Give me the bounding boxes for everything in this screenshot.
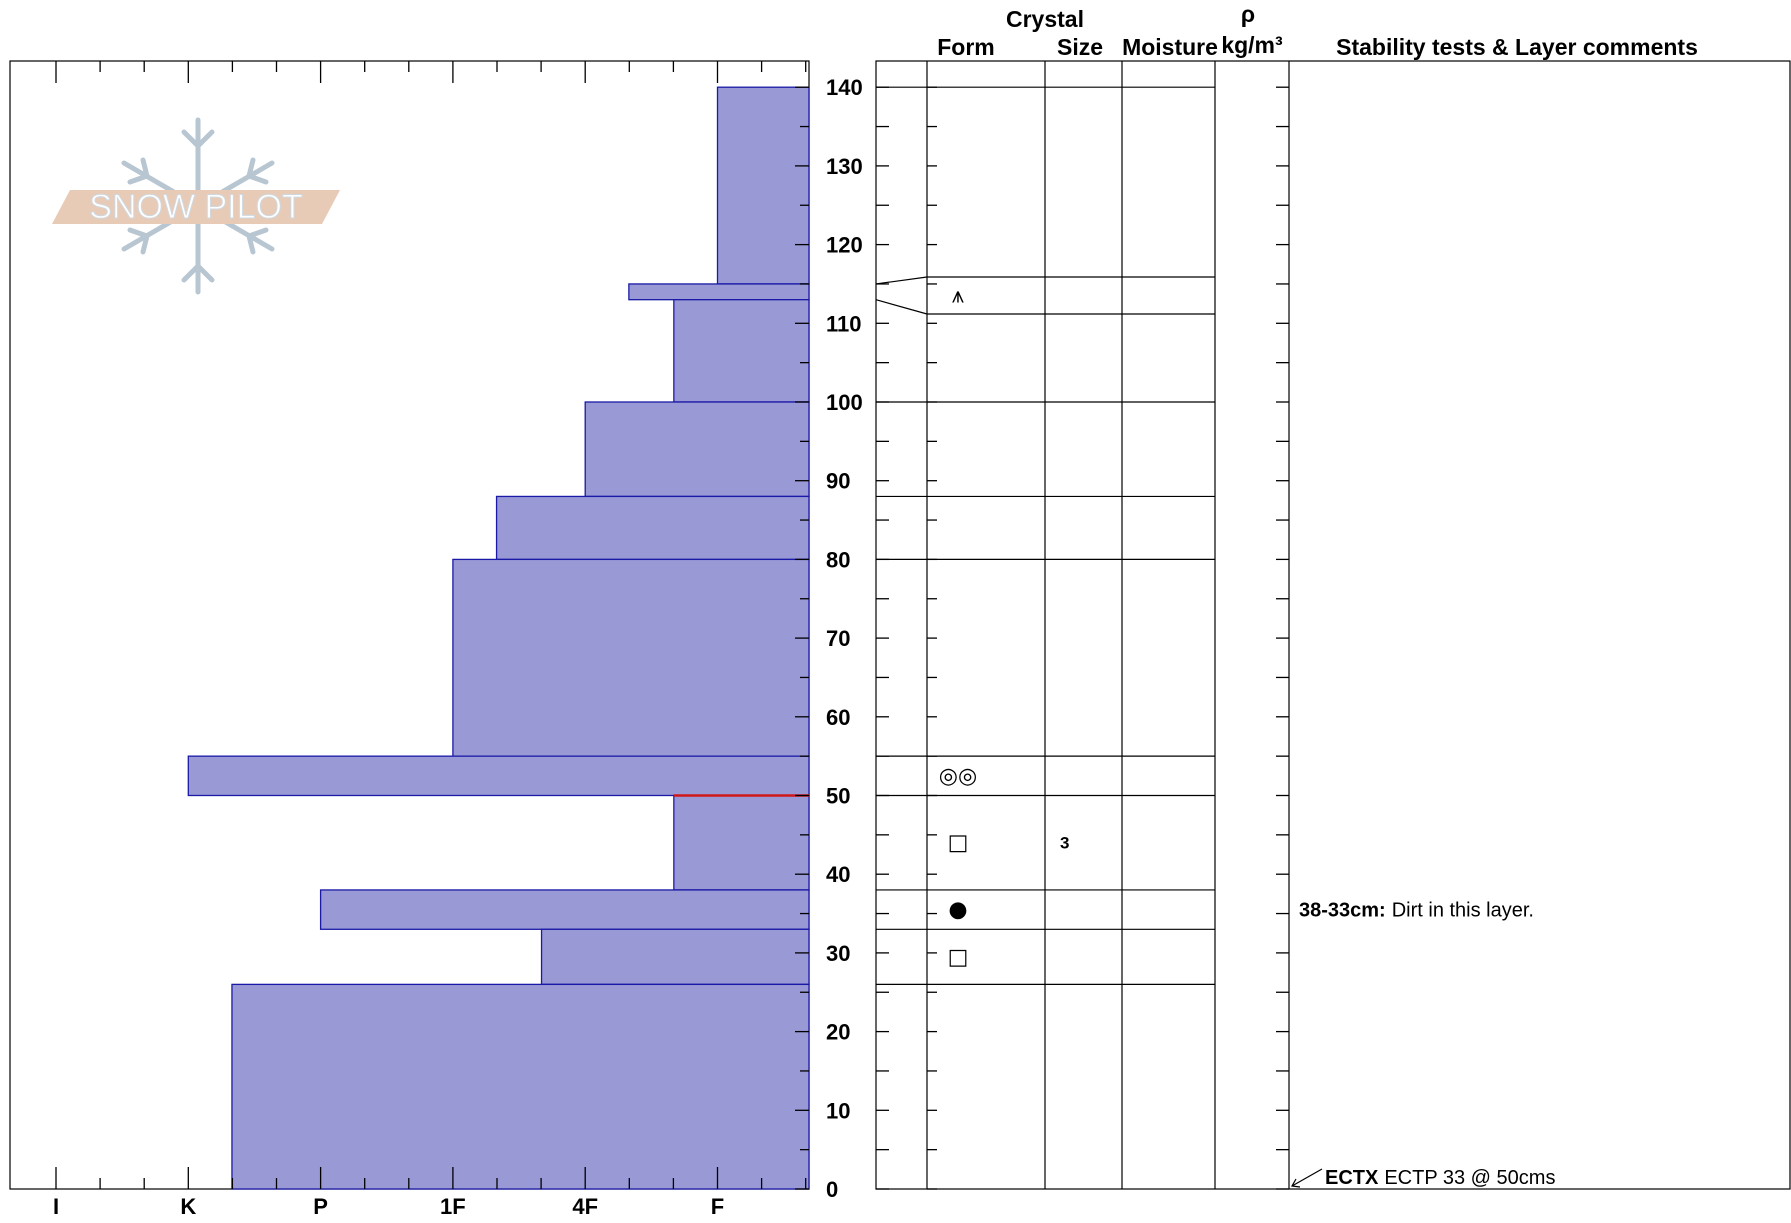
layer-grid: ⩚ ◎◎ □ 3 ● □ — [875, 86, 1215, 985]
hardness-bar — [716, 86, 810, 285]
watermark-banner — [52, 190, 340, 224]
hardness-axis-label: 1F — [440, 1194, 466, 1219]
crystal-form-symbol: ● — [948, 898, 967, 923]
layer-grid-frame — [875, 60, 1791, 1190]
layer-comment: 38-33cm: Dirt in this layer. — [1299, 900, 1534, 922]
depth-axis-label: 40 — [826, 862, 850, 887]
crystal-form-symbol: ⩚ — [952, 284, 964, 309]
depth-axis-label: 100 — [826, 390, 863, 415]
depth-axis-label: 80 — [826, 547, 850, 572]
hardness-bars — [187, 86, 810, 1190]
snowpilot-watermark: SNOW PILOT — [52, 117, 340, 295]
depth-axis-label: 130 — [826, 154, 863, 179]
layer-boundary-connector — [875, 276, 928, 285]
hardness-axis-label: K — [180, 1194, 196, 1219]
header-density-symbol: ρ — [1241, 1, 1255, 27]
comment-label: 38-33cm: — [1299, 900, 1386, 922]
hardness-bar — [584, 401, 810, 498]
arrowhead-icon — [1291, 1178, 1301, 1188]
hardness-axis-label: F — [711, 1194, 724, 1219]
grid-header: Crystal Form Size Moisture ρ kg/m³ Stabi… — [937, 1, 1698, 60]
grid-column-lines — [926, 61, 1290, 1189]
hardness-axis-labels: I K P 1F 4F F — [53, 1194, 724, 1219]
depth-axis-label: 90 — [826, 469, 850, 494]
depth-axis-label: 140 — [826, 75, 863, 100]
hardness-bar — [231, 983, 810, 1190]
comment-label: ECTX — [1325, 1167, 1379, 1189]
depth-axis-label: 20 — [826, 1020, 850, 1045]
comment-pointer-arrow — [1291, 1168, 1323, 1187]
layer-boundary-connector — [875, 299, 928, 315]
depth-axis: 0 10 20 30 40 50 60 70 80 90 100 110 120 130 140 — [795, 75, 1289, 1202]
hardness-bar — [673, 794, 810, 891]
hardness-axis-ticks — [55, 61, 807, 1189]
header-comments: Stability tests & Layer comments — [1336, 34, 1698, 60]
hardness-bar — [187, 755, 810, 797]
comment-text: Dirt in this layer. — [1392, 900, 1534, 922]
depth-axis-label: 70 — [826, 626, 850, 651]
hardness-bar — [452, 558, 810, 757]
hardness-axis-label: P — [313, 1194, 328, 1219]
hardness-bar — [319, 889, 810, 930]
depth-axis-label: 30 — [826, 941, 850, 966]
hardness-bar — [673, 299, 810, 403]
layer-comment: ECTX ECTP 33 @ 50cms — [1325, 1167, 1555, 1189]
hardness-bar — [628, 283, 810, 301]
depth-axis-label: 60 — [826, 705, 850, 730]
depth-axis-label: 110 — [826, 311, 862, 336]
header-form: Form — [937, 34, 995, 60]
hardness-axis-label: I — [53, 1194, 59, 1219]
crystal-size-value: 3 — [1060, 834, 1069, 853]
header-crystal: Crystal — [1006, 6, 1084, 32]
watermark-text: SNOW PILOT — [89, 188, 302, 226]
comment-text: ECTP 33 @ 50cms — [1384, 1167, 1555, 1189]
depth-axis-label: 120 — [826, 233, 863, 258]
crystal-form-symbol: □ — [948, 831, 969, 856]
depth-axis-label: 10 — [826, 1098, 850, 1123]
depth-axis-label: 50 — [826, 784, 850, 809]
hardness-bar — [495, 495, 810, 561]
hardness-bar — [540, 928, 810, 986]
crystal-form-symbol: ◎◎ — [939, 764, 977, 789]
header-density-unit: kg/m³ — [1221, 32, 1283, 58]
depth-axis-label: 0 — [826, 1177, 838, 1202]
header-moisture: Moisture — [1122, 34, 1218, 60]
hardness-axis-label: 4F — [572, 1194, 598, 1219]
crystal-form-symbol: □ — [948, 945, 969, 970]
header-size: Size — [1057, 34, 1103, 60]
layer-comments: 38-33cm: Dirt in this layer. ECTX ECTP 33 @… — [1291, 900, 1555, 1189]
